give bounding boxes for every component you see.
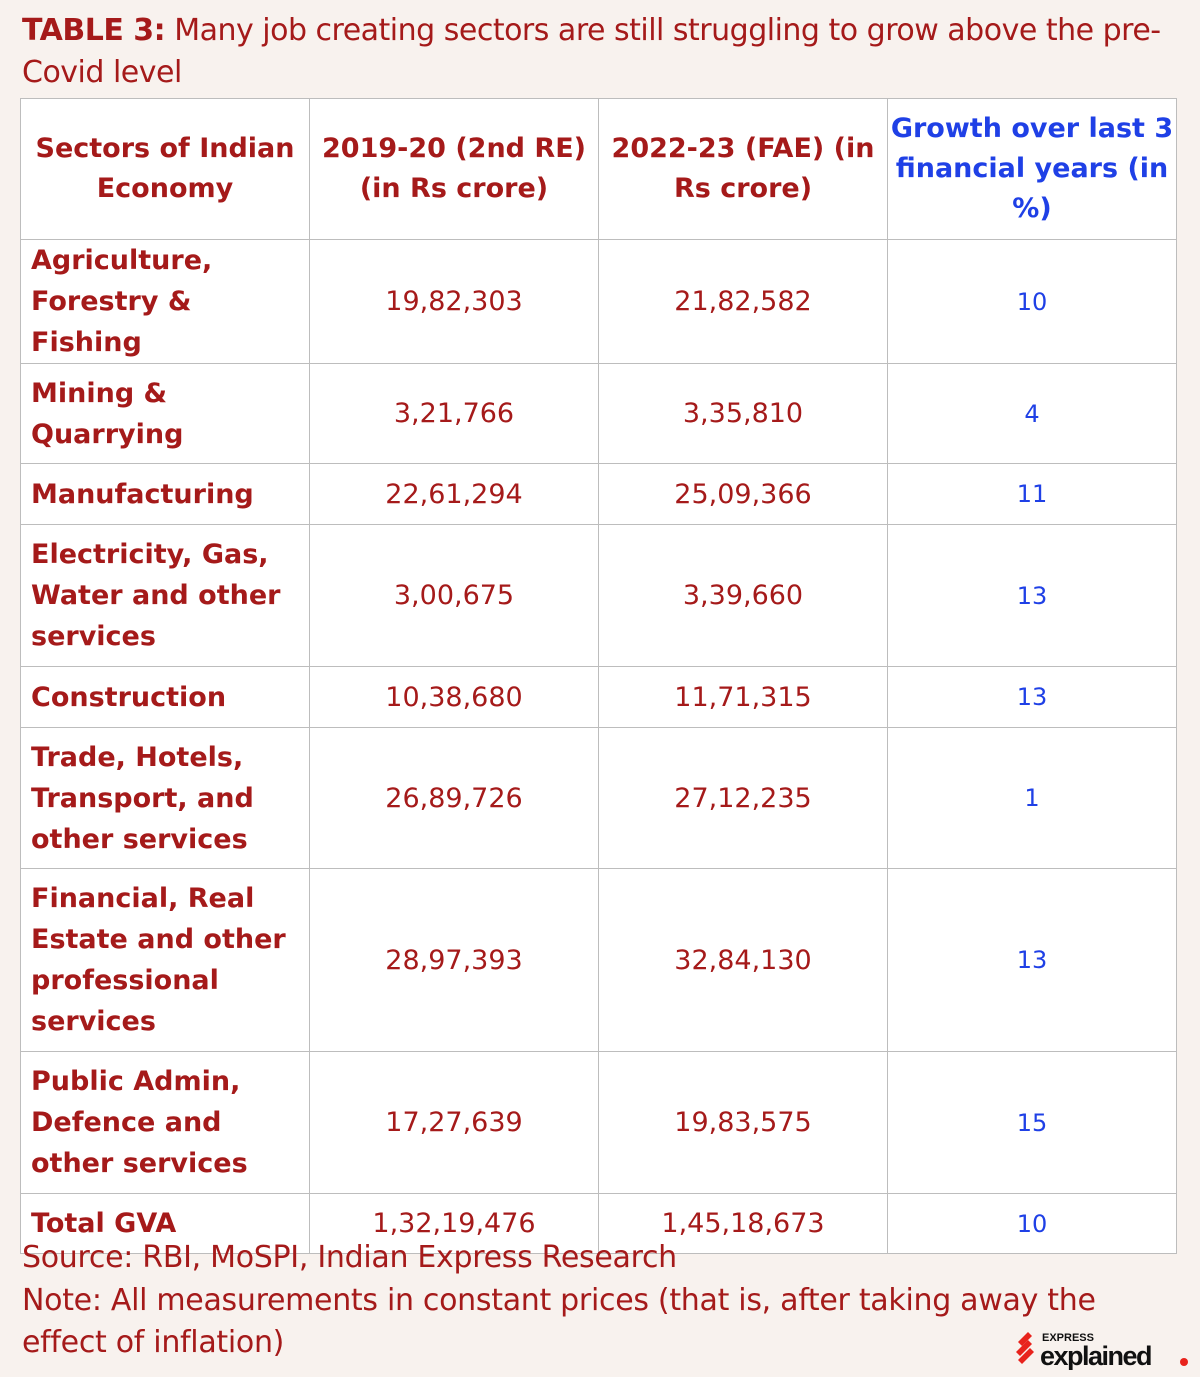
column-header-2019-20: 2019-20 (2nd RE) (in Rs crore) bbox=[309, 98, 599, 240]
value-2019-20-cell: 17,27,639 bbox=[309, 1051, 599, 1194]
table-row: Public Admin, Defence and other services… bbox=[20, 1051, 1177, 1194]
logo-dot bbox=[1180, 1358, 1188, 1366]
table-row: Mining & Quarrying 3,21,766 3,35,810 4 bbox=[20, 363, 1177, 464]
table-row: Manufacturing 22,61,294 25,09,366 11 bbox=[20, 463, 1177, 525]
header-row: Sectors of Indian Economy 2019-20 (2nd R… bbox=[20, 98, 1177, 240]
table-row: Financial, Real Estate and other profess… bbox=[20, 868, 1177, 1052]
source-note: Source: RBI, MoSPI, Indian Express Resea… bbox=[22, 1240, 677, 1275]
logo-top-text: EXPRESS bbox=[1042, 1332, 1094, 1344]
growth-cell: 13 bbox=[887, 524, 1177, 667]
value-2022-23-cell: 3,35,810 bbox=[598, 363, 888, 464]
table-row: Construction 10,38,680 11,71,315 13 bbox=[20, 666, 1177, 728]
growth-cell: 10 bbox=[887, 1193, 1177, 1254]
value-2019-20-cell: 3,00,675 bbox=[309, 524, 599, 667]
value-2019-20-cell: 10,38,680 bbox=[309, 666, 599, 728]
sector-cell: Financial, Real Estate and other profess… bbox=[20, 868, 310, 1052]
table-row: Agriculture, Forestry & Fishing 19,82,303… bbox=[20, 239, 1177, 364]
sector-cell: Manufacturing bbox=[20, 463, 310, 525]
express-explained-logo: EXPRESS explained bbox=[1016, 1332, 1188, 1370]
value-2022-23-cell: 27,12,235 bbox=[598, 727, 888, 869]
title-text: Many job creating sectors are still stru… bbox=[22, 13, 1161, 90]
table-row: Total GVA 1,32,19,476 1,45,18,673 10 bbox=[20, 1193, 1177, 1254]
sector-cell: Electricity, Gas, Water and other servic… bbox=[20, 524, 310, 667]
sector-cell: Total GVA bbox=[20, 1193, 310, 1254]
data-table: Sectors of Indian Economy 2019-20 (2nd R… bbox=[20, 98, 1177, 1254]
table-row: Electricity, Gas, Water and other servic… bbox=[20, 524, 1177, 667]
sector-cell: Mining & Quarrying bbox=[20, 363, 310, 464]
flame-icon bbox=[1016, 1332, 1034, 1364]
growth-cell: 15 bbox=[887, 1051, 1177, 1194]
value-2019-20-cell: 1,32,19,476 bbox=[309, 1193, 599, 1254]
column-header-sector: Sectors of Indian Economy bbox=[20, 98, 310, 240]
column-header-2022-23: 2022-23 (FAE) (in Rs crore) bbox=[598, 98, 888, 240]
value-2022-23-cell: 21,82,582 bbox=[598, 239, 888, 364]
growth-cell: 13 bbox=[887, 868, 1177, 1052]
value-2019-20-cell: 19,82,303 bbox=[309, 239, 599, 364]
value-2019-20-cell: 26,89,726 bbox=[309, 727, 599, 869]
column-header-growth: Growth over last 3 financial years (in %… bbox=[887, 98, 1177, 240]
growth-cell: 13 bbox=[887, 666, 1177, 728]
sector-cell: Trade, Hotels, Transport, and other serv… bbox=[20, 727, 310, 869]
table-row: Trade, Hotels, Transport, and other serv… bbox=[20, 727, 1177, 869]
growth-cell: 10 bbox=[887, 239, 1177, 364]
value-2022-23-cell: 19,83,575 bbox=[598, 1051, 888, 1194]
value-2019-20-cell: 28,97,393 bbox=[309, 868, 599, 1052]
title-label: TABLE 3: bbox=[22, 13, 166, 48]
value-2022-23-cell: 25,09,366 bbox=[598, 463, 888, 525]
value-2019-20-cell: 22,61,294 bbox=[309, 463, 599, 525]
growth-cell: 11 bbox=[887, 463, 1177, 525]
value-2022-23-cell: 32,84,130 bbox=[598, 868, 888, 1052]
measurement-note: Note: All measurements in constant price… bbox=[22, 1283, 1096, 1360]
value-2022-23-cell: 1,45,18,673 bbox=[598, 1193, 888, 1254]
sector-cell: Construction bbox=[20, 666, 310, 728]
value-2022-23-cell: 11,71,315 bbox=[598, 666, 888, 728]
value-2019-20-cell: 3,21,766 bbox=[309, 363, 599, 464]
table-title: TABLE 3: Many job creating sectors are s… bbox=[22, 10, 1182, 94]
logo-main-text: explained bbox=[1040, 1341, 1151, 1370]
sector-cell: Public Admin, Defence and other services bbox=[20, 1051, 310, 1194]
growth-cell: 1 bbox=[887, 727, 1177, 869]
value-2022-23-cell: 3,39,660 bbox=[598, 524, 888, 667]
sector-cell: Agriculture, Forestry & Fishing bbox=[20, 239, 310, 364]
growth-cell: 4 bbox=[887, 363, 1177, 464]
